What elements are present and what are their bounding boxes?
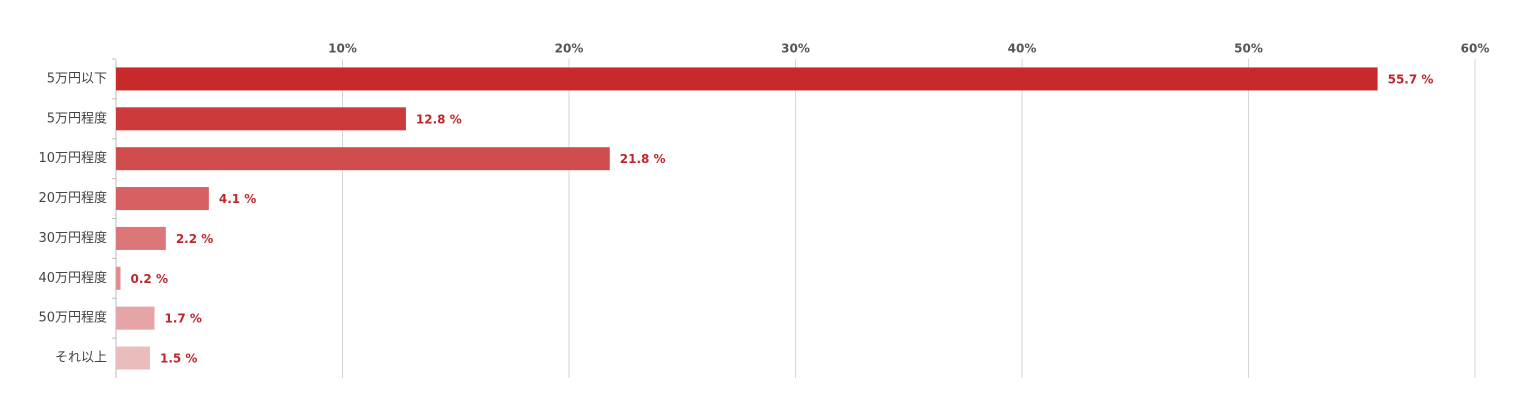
bar [116, 147, 610, 171]
bar [116, 67, 1378, 91]
value-label: 4.1 % [219, 192, 256, 206]
bar [116, 266, 121, 290]
y-tick-label: 20万円程度 [38, 190, 107, 206]
x-tick-label: 20% [555, 42, 584, 56]
bar [116, 187, 209, 211]
y-tick-label: 30万円程度 [38, 230, 107, 246]
x-tick-label: 30% [781, 42, 810, 56]
value-label: 12.8 % [416, 112, 462, 126]
x-tick-label: 60% [1461, 42, 1490, 56]
y-tick-label: 10万円程度 [38, 150, 107, 166]
x-tick-label: 40% [1008, 42, 1037, 56]
y-tick-label: それ以上 [55, 351, 107, 366]
bar [116, 226, 166, 250]
value-label: 55.7 % [1388, 72, 1434, 86]
y-tick-label: 5万円以下 [47, 71, 107, 86]
bar [116, 107, 406, 131]
y-tick-label: 50万円程度 [38, 310, 107, 326]
value-label: 21.8 % [620, 152, 666, 166]
value-label: 1.5 % [160, 352, 197, 366]
y-tick-label: 40万円程度 [38, 270, 107, 286]
x-tick-label: 10% [328, 42, 357, 56]
value-label: 0.2 % [131, 272, 168, 286]
value-label: 1.7 % [165, 312, 202, 326]
x-tick-label: 50% [1234, 42, 1263, 56]
value-label: 2.2 % [176, 232, 213, 246]
bar [116, 306, 155, 330]
y-tick-label: 5万円程度 [47, 110, 107, 126]
bar [116, 346, 150, 370]
